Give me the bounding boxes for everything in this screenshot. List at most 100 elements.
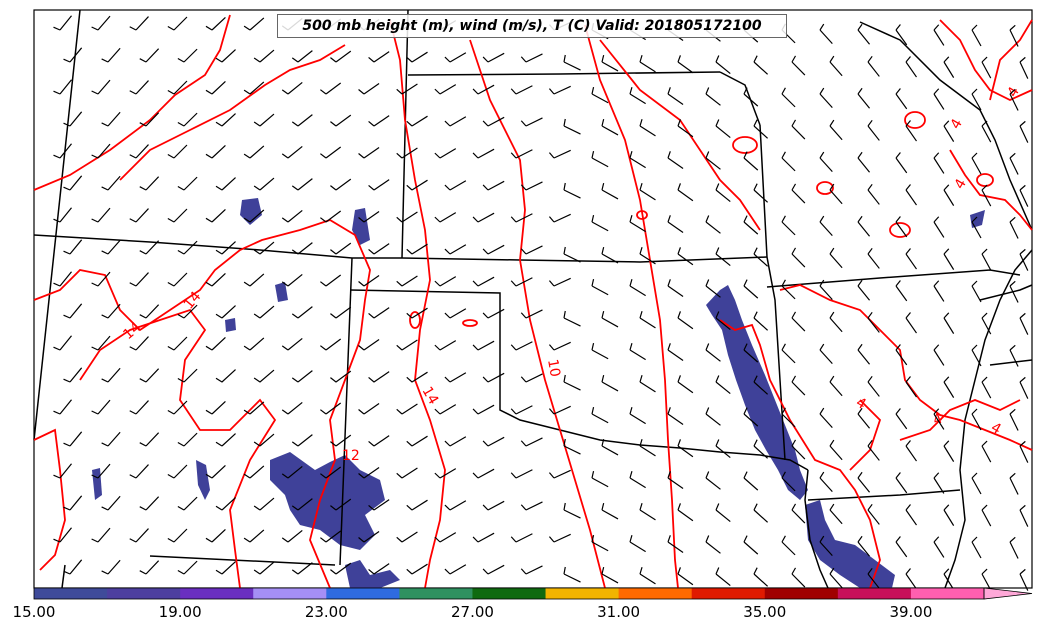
- boundaries: [33, 9, 1033, 589]
- wind-barb: [743, 343, 759, 363]
- wind-barb: [396, 83, 418, 95]
- wind-barb: [943, 184, 955, 206]
- wind-barb: [743, 471, 759, 491]
- wind-barb: [510, 149, 533, 159]
- contour-line: [636, 210, 648, 220]
- wind-barb: [601, 54, 619, 72]
- wind-barb: [63, 47, 83, 63]
- wind-barb: [253, 497, 275, 511]
- wind-barb: [753, 183, 769, 203]
- wind-barb: [330, 242, 352, 255]
- wind-barb: [905, 184, 917, 206]
- wind-barb: [981, 56, 992, 79]
- wind-barb: [548, 149, 571, 159]
- wind-barb: [253, 49, 275, 63]
- wind-barb: [971, 280, 982, 303]
- colorbar-segment: [837, 588, 912, 599]
- wind-barb: [667, 471, 684, 489]
- wind-barb: [215, 177, 236, 191]
- wind-barb: [215, 497, 236, 511]
- contour-line: [904, 111, 926, 129]
- wind-barb: [281, 81, 303, 95]
- wind-barb: [1019, 120, 1029, 143]
- wind-barb: [253, 433, 275, 447]
- wind-barb: [781, 87, 796, 108]
- wind-barb: [63, 367, 83, 383]
- shading-area-w6: [225, 318, 236, 332]
- wind-barb: [1019, 376, 1029, 399]
- wind-barb: [358, 339, 380, 351]
- wind-barb: [53, 207, 72, 223]
- wind-barb: [905, 568, 917, 590]
- wind-barb: [981, 120, 992, 143]
- wind-barb: [667, 215, 684, 233]
- wind-barb: [396, 275, 418, 287]
- wind-barb: [705, 151, 721, 170]
- wind-barb: [1019, 440, 1029, 463]
- contour-line: [949, 149, 1033, 231]
- wind-barb: [548, 469, 571, 479]
- wind-barb: [563, 502, 581, 519]
- wind-barb: [510, 277, 533, 287]
- wind-barb: [591, 342, 609, 360]
- wind-barb: [829, 311, 843, 333]
- shading-area-south: [805, 500, 895, 588]
- wind-barb: [253, 113, 275, 127]
- wind-barb: [563, 182, 581, 199]
- colorbar-segment: [399, 588, 473, 599]
- wind-barb: [781, 279, 796, 300]
- wind-barb: [601, 374, 619, 392]
- wind-barb: [368, 51, 390, 63]
- wind-barb: [520, 245, 543, 255]
- wind-barb: [406, 563, 428, 575]
- wind-barb: [406, 243, 428, 255]
- wind-barb: [563, 438, 581, 455]
- wind-barb: [368, 307, 390, 319]
- wind-barb: [91, 143, 111, 159]
- wind-barb: [971, 88, 982, 111]
- wind-barb: [139, 176, 160, 191]
- wind-barb: [857, 407, 871, 429]
- wind-barb: [129, 464, 149, 479]
- wind-barb: [715, 119, 731, 138]
- colorbar-tick-label: 15.00: [12, 603, 56, 621]
- wind-barb: [243, 81, 265, 95]
- wind-barb: [548, 341, 571, 351]
- wind-barb: [368, 563, 390, 575]
- wind-barb: [510, 213, 533, 223]
- wind-barb: [829, 119, 843, 141]
- wind-barb: [358, 403, 380, 415]
- wind-barb: [215, 305, 236, 319]
- wind-barb: [677, 55, 694, 74]
- wind-barb: [857, 215, 871, 237]
- contour-line: [732, 136, 758, 154]
- wind-barb: [139, 368, 160, 383]
- wind-barb: [63, 303, 83, 319]
- wind-barb: [330, 434, 352, 447]
- wind-barb: [291, 562, 313, 575]
- wind-barb: [101, 559, 121, 575]
- wind-barb: [330, 370, 352, 383]
- wind-barb: [101, 47, 121, 63]
- wind-barb: [520, 565, 543, 575]
- wind-barb: [205, 209, 226, 223]
- wind-barb: [330, 498, 352, 511]
- wind-barb: [215, 241, 236, 255]
- contour-line: [79, 308, 277, 589]
- wind-barb: [520, 437, 543, 447]
- wind-barb: [753, 567, 769, 587]
- wind-barb: [563, 310, 581, 327]
- wind-barb: [396, 147, 418, 159]
- wind-barb: [406, 499, 428, 511]
- wind-barb: [971, 152, 982, 175]
- wind-barb: [743, 215, 759, 235]
- wind-barb: [406, 371, 428, 383]
- wind-barb: [520, 309, 543, 319]
- wind-barb: [281, 273, 303, 287]
- wind-barb: [791, 439, 806, 460]
- wind-barb: [482, 500, 505, 511]
- wind-barb: [933, 88, 945, 110]
- wind-barb: [791, 55, 806, 76]
- wind-barb: [281, 145, 303, 159]
- wind-barb: [591, 534, 609, 552]
